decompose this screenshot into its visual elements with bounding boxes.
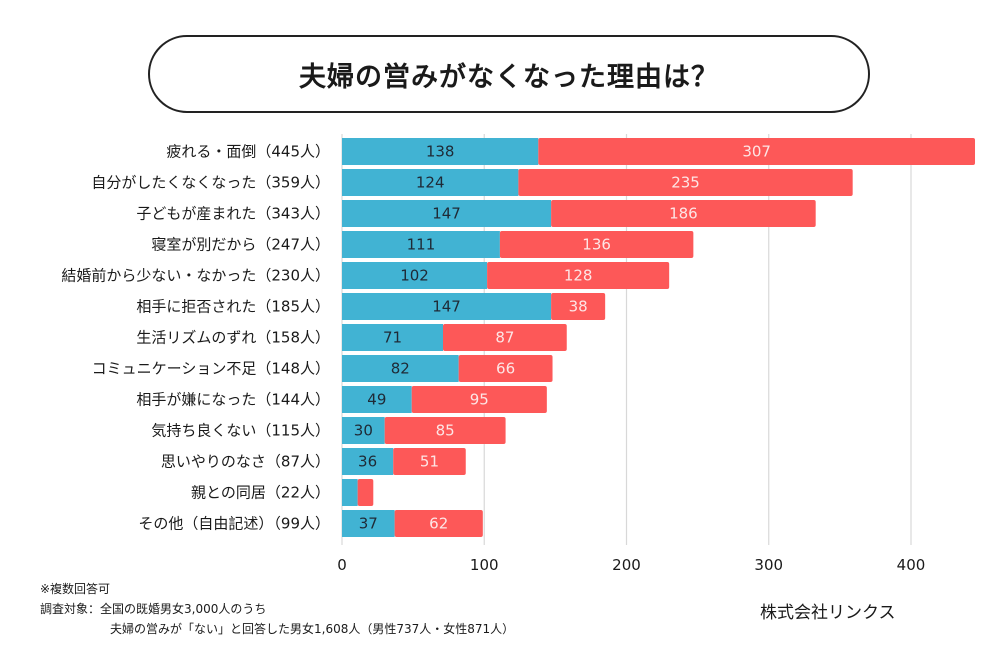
data-label: 235 <box>671 174 700 192</box>
data-label: 82 <box>391 360 410 378</box>
data-label: 128 <box>564 267 593 285</box>
data-label: 85 <box>436 422 455 440</box>
company-credit: 株式会社リンクス <box>760 603 896 623</box>
x-tick-label: 400 <box>897 556 926 574</box>
bar-segment-female <box>538 138 976 165</box>
bar-segment-female <box>551 293 606 320</box>
category-label: 子どもが産まれた（343人） <box>136 205 330 223</box>
bar-segment-male <box>342 200 552 227</box>
x-tick-label: 200 <box>612 556 641 574</box>
category-label: 結婚前から少ない・なかった（230人） <box>61 267 330 285</box>
bar-segment-male <box>342 138 539 165</box>
data-label: 37 <box>359 515 378 533</box>
category-label: 思いやりのなさ（87人） <box>161 453 330 471</box>
x-tick-label: 0 <box>337 556 347 574</box>
data-label: 62 <box>429 515 448 533</box>
data-label: 95 <box>470 391 489 409</box>
note-respondents: 夫婦の営みが「ない」と回答した男女1,608人（男性737人・女性871人） <box>110 622 515 636</box>
category-label: 気持ち良くない（115人） <box>151 422 330 440</box>
data-label: 147 <box>432 205 461 223</box>
bar-segment-male <box>342 510 395 537</box>
category-label: 相手に拒否された（185人） <box>136 298 330 316</box>
bar-segment-male <box>342 479 358 506</box>
data-label: 186 <box>669 205 698 223</box>
bar-segment-female <box>518 169 853 196</box>
bar-segment-female <box>499 231 694 258</box>
bar-segment-male <box>342 231 500 258</box>
bar-segment-female <box>458 355 553 382</box>
bar-segment-male <box>342 448 394 475</box>
data-label: 111 <box>407 236 436 254</box>
bar-segment-female <box>442 324 567 351</box>
data-label: 30 <box>354 422 373 440</box>
data-label: 87 <box>495 329 514 347</box>
bar-segment-male <box>342 169 519 196</box>
bar-segment-female <box>487 262 670 289</box>
x-tick-label: 300 <box>754 556 783 574</box>
category-label: 寝室が別だから（247人） <box>151 236 330 254</box>
category-label: 疲れる・面倒（445人） <box>166 143 330 161</box>
data-label: 38 <box>569 298 588 316</box>
chart-title: 夫婦の営みがなくなった理由は？ <box>299 61 719 93</box>
bar-segment-male <box>342 262 488 289</box>
data-label: 66 <box>496 360 515 378</box>
data-label: 147 <box>432 298 461 316</box>
data-label: 136 <box>582 236 611 254</box>
category-label: 相手が嫌になった（144人） <box>136 391 330 409</box>
x-tick-label: 100 <box>470 556 499 574</box>
data-label: 51 <box>420 453 439 471</box>
bar-segment-female <box>384 417 506 444</box>
bar-segment-male <box>342 386 412 413</box>
bar-segment-female <box>394 510 483 537</box>
category-label: 自分がしたくなくなった（359人） <box>91 174 330 192</box>
category-label: その他（自由記述）（99人） <box>138 515 330 533</box>
category-label: 親との同居（22人） <box>191 484 330 502</box>
data-label: 71 <box>383 329 402 347</box>
note-multiple-answers: ※複数回答可 <box>40 582 111 596</box>
data-label: 36 <box>358 453 377 471</box>
bar-segment-male <box>342 324 443 351</box>
category-label: 生活リズムのずれ（158人） <box>136 329 330 347</box>
bar-segment-male <box>342 355 459 382</box>
bar-segment-female <box>393 448 466 475</box>
data-label: 307 <box>742 143 771 161</box>
note-survey-target: 調査対象：全国の既婚男女3,000人のうち <box>40 602 267 616</box>
category-label: コミュニケーション不足（148人） <box>92 360 330 378</box>
data-label: 124 <box>416 174 445 192</box>
data-label: 49 <box>367 391 386 409</box>
chart-title-box: 夫婦の営みがなくなった理由は？ <box>148 35 870 113</box>
bar-segment-female <box>411 386 547 413</box>
data-label: 138 <box>426 143 455 161</box>
bar-segment-female <box>357 479 374 506</box>
bar-segment-male <box>342 417 385 444</box>
data-label: 102 <box>400 267 429 285</box>
bar-segment-female <box>551 200 816 227</box>
bar-segment-male <box>342 293 552 320</box>
